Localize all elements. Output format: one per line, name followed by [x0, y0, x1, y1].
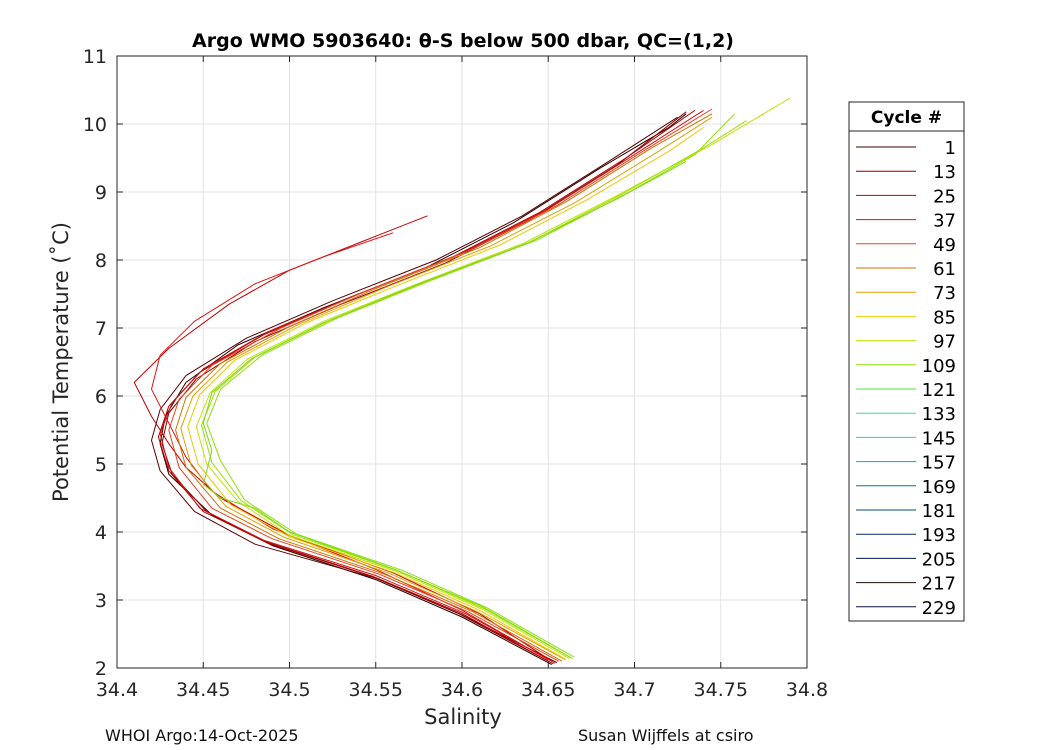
profile-line	[202, 160, 687, 659]
legend-entry-label: 181	[922, 501, 956, 522]
profile-line	[175, 113, 713, 662]
profile-line	[180, 116, 713, 661]
y-tick-label: 4	[95, 522, 107, 544]
profile-line	[151, 232, 549, 661]
footer-source: WHOI Argo:14-Oct-2025	[105, 726, 299, 745]
x-tick-label: 34.4	[96, 679, 138, 701]
legend-entry-label: 37	[933, 211, 956, 232]
x-tick-label: 34.55	[349, 679, 403, 701]
y-tick-label: 3	[95, 590, 107, 612]
series-layer	[133, 97, 791, 666]
x-tick-label: 34.6	[441, 679, 483, 701]
legend-entry-label: 145	[922, 428, 956, 449]
profile-line	[206, 113, 735, 658]
profile-line	[157, 109, 696, 662]
legend-entry-label: 169	[922, 477, 956, 498]
legend-entry-label: 229	[922, 598, 956, 619]
y-tick-label: 7	[95, 318, 107, 340]
x-tick-label: 34.45	[176, 679, 230, 701]
profile-line	[133, 215, 552, 662]
legend: Cycle #1 13 25 37 49 61 73 85 97 109 121 133 145 157 1…	[848, 101, 965, 622]
legend-entry-label: 73	[933, 283, 956, 304]
legend-entry-label: 193	[922, 525, 956, 546]
x-tick-label: 34.65	[521, 679, 575, 701]
legend-entry-label: 85	[933, 307, 956, 328]
profile-line	[151, 116, 678, 664]
y-tick-label: 2	[95, 658, 107, 680]
y-tick-label: 9	[95, 182, 107, 204]
legend-entry-label: 25	[933, 186, 956, 207]
legend-entry-label: 13	[933, 162, 956, 183]
profile-line	[187, 126, 704, 660]
x-tick-label: 34.5	[268, 679, 310, 701]
x-tick-label: 34.7	[613, 679, 655, 701]
x-axis-label: Salinity	[424, 705, 502, 729]
legend-entry-label: 1	[945, 138, 956, 159]
x-axis: 34.4 34.45 34.5 34.55 34.6 34.65 34.7 34.75 34.8	[96, 56, 828, 701]
legend-title: Cycle #	[871, 108, 942, 128]
y-tick-label: 6	[95, 386, 107, 408]
y-tick-label: 10	[83, 114, 107, 136]
legend-entry-label: 109	[922, 356, 956, 377]
legend-entry-label: 217	[922, 574, 956, 595]
profile-line	[159, 109, 704, 664]
legend-entry-label: 205	[922, 549, 956, 570]
chart-title: Argo WMO 5903640: θ-S below 500 dbar, QC…	[192, 30, 734, 52]
y-tick-label: 11	[83, 46, 107, 68]
x-tick-label: 34.8	[786, 679, 828, 701]
x-tick-label: 34.75	[694, 679, 748, 701]
legend-entry-label: 133	[922, 404, 956, 425]
profile-line	[201, 120, 747, 659]
legend-entry-label: 157	[922, 453, 956, 474]
profile-line	[161, 111, 687, 665]
profile-line	[168, 108, 713, 662]
footer-operator: Susan Wijffels at csiro	[578, 726, 754, 745]
legend-entry-label: 121	[922, 380, 956, 401]
y-axis-label: Potential Temperature (˚C)	[49, 222, 73, 502]
legend-entry-label: 97	[933, 332, 956, 353]
y-tick-label: 5	[95, 454, 107, 476]
profile-line	[195, 97, 791, 659]
legend-entry-label: 61	[933, 259, 956, 280]
y-axis: 2 3 4 5 6 7 8 9 10 11	[83, 46, 807, 680]
legend-entry-label: 49	[933, 235, 956, 256]
y-tick-label: 8	[95, 250, 107, 272]
